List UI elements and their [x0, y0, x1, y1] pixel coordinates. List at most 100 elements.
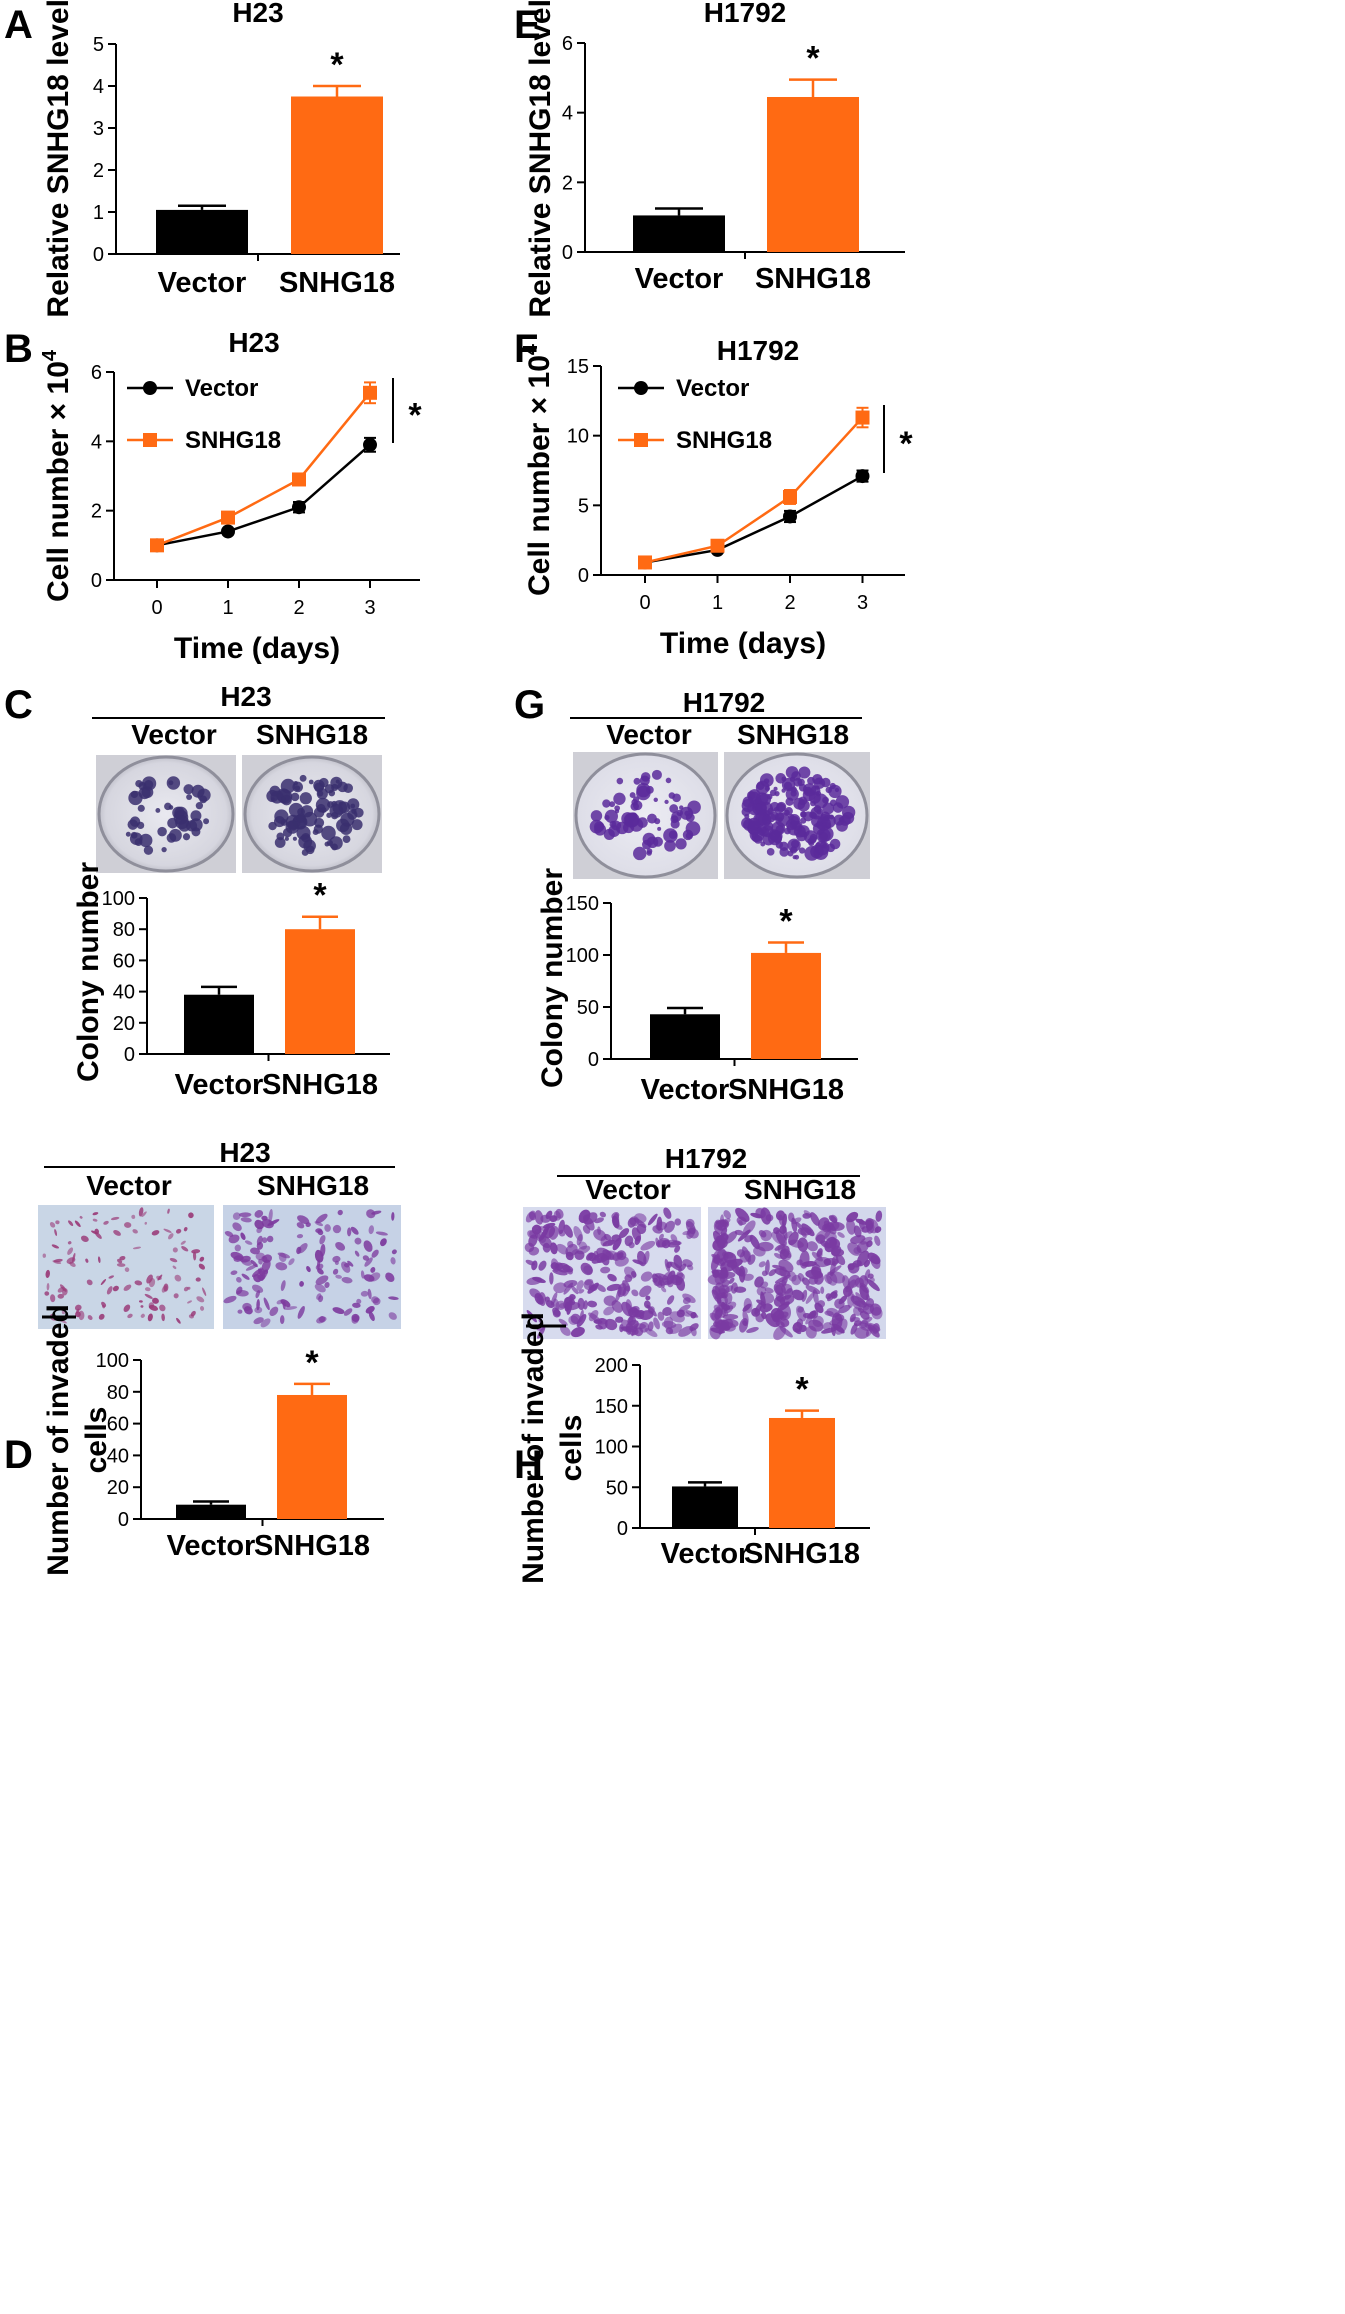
x-tick-label: 2: [784, 592, 795, 614]
bar-snhg18: [277, 1394, 347, 1519]
invaded-cell: [79, 1215, 83, 1219]
y-tick-label: 200: [595, 1355, 628, 1377]
invaded-cell: [779, 1326, 793, 1338]
invaded-cell: [718, 1284, 730, 1295]
invaded-cell: [860, 1320, 869, 1329]
colony: [299, 774, 307, 782]
invaded-cell: [147, 1313, 153, 1322]
colony: [604, 809, 618, 823]
invaded-cell: [791, 1217, 802, 1225]
data-point-snhg18: [292, 472, 306, 487]
invaded-cell: [371, 1249, 379, 1258]
invaded-cell: [850, 1295, 867, 1308]
colony: [790, 816, 800, 825]
invaded-cell: [261, 1218, 274, 1229]
bar-snhg18: [769, 1417, 835, 1528]
invaded-cell: [863, 1259, 871, 1268]
invaded-cell: [288, 1258, 295, 1266]
invaded-cell: [817, 1300, 826, 1308]
y-tick-label: 2: [562, 172, 573, 194]
invaded-cell: [254, 1306, 263, 1314]
colony: [182, 833, 191, 841]
invaded-cell: [67, 1241, 72, 1245]
colony: [190, 810, 202, 822]
invaded-cell: [820, 1286, 825, 1294]
invaded-cell: [534, 1210, 544, 1225]
x-category-label: Vector: [661, 1538, 750, 1570]
invaded-cell: [538, 1226, 549, 1232]
invaded-cell: [315, 1275, 329, 1285]
invaded-cell: [163, 1228, 172, 1233]
invaded-cell: [675, 1272, 685, 1283]
colony: [125, 831, 131, 837]
significance-marker: *: [795, 1371, 809, 1409]
invaded-cell: [366, 1209, 376, 1219]
y-tick-label: 50: [577, 997, 599, 1019]
invaded-cell: [864, 1269, 871, 1281]
colony: [798, 766, 811, 779]
invaded-cell: [116, 1263, 126, 1267]
y-tick-label: 100: [102, 888, 135, 910]
invaded-cell: [319, 1235, 326, 1245]
invaded-cell: [593, 1319, 603, 1324]
invaded-cell: [318, 1316, 326, 1323]
invaded-cell: [757, 1241, 774, 1252]
invaded-cell: [80, 1235, 89, 1242]
invaded-cell: [341, 1277, 353, 1284]
invaded-cell: [199, 1305, 205, 1311]
data-point-snhg18: [150, 538, 164, 553]
colony: [828, 784, 842, 799]
invaded-cell: [721, 1291, 727, 1299]
colony: [332, 800, 348, 815]
invaded-cell: [350, 1226, 359, 1235]
invaded-cell: [202, 1287, 207, 1297]
invaded-cell: [597, 1226, 601, 1236]
colony: [590, 810, 603, 822]
invaded-cell: [223, 1295, 237, 1304]
invaded-cell: [716, 1295, 722, 1307]
invaded-cell: [123, 1304, 131, 1312]
invaded-cell: [810, 1310, 819, 1319]
colony: [284, 836, 289, 841]
invaded-cell: [774, 1274, 791, 1284]
colony: [282, 828, 293, 838]
colony: [774, 811, 785, 822]
invaded-cell: [764, 1287, 774, 1294]
x-category-label: SNHG18: [262, 1069, 378, 1101]
invaded-cell: [852, 1259, 862, 1268]
invaded-cell: [161, 1313, 165, 1322]
colony: [326, 812, 332, 818]
invaded-cell: [124, 1222, 132, 1228]
x-category-label: SNHG18: [728, 1074, 844, 1106]
colony: [829, 799, 837, 807]
invaded-cell: [604, 1318, 618, 1331]
colony: [168, 805, 174, 810]
colony: [602, 799, 611, 808]
invaded-cell: [778, 1259, 794, 1273]
invaded-cell: [717, 1223, 727, 1232]
invaded-cell: [538, 1317, 543, 1323]
colony: [629, 792, 636, 799]
invaded-cell: [628, 1241, 635, 1249]
image-label-snhg18: SNHG18: [744, 1174, 856, 1205]
x-category-label: SNHG18: [279, 267, 395, 299]
invaded-cell: [799, 1250, 810, 1269]
series-line-snhg18: [156, 392, 371, 547]
invaded-cell: [666, 1295, 675, 1305]
image-label-vector: Vector: [606, 719, 692, 750]
data-point-snhg18: [638, 555, 652, 570]
y-axis-label: Number of invaded: [42, 1304, 75, 1576]
y-tick-label: 10: [567, 426, 589, 448]
colony: [128, 790, 143, 806]
invaded-cell: [132, 1229, 138, 1234]
invaded-cell: [144, 1293, 153, 1299]
data-point-snhg18: [855, 410, 870, 425]
invaded-cell: [238, 1212, 252, 1218]
invaded-cell: [835, 1254, 846, 1266]
invaded-cell: [343, 1263, 350, 1268]
chart-title: H23: [232, 0, 283, 28]
colony: [637, 817, 648, 828]
invaded-cell: [188, 1314, 195, 1319]
